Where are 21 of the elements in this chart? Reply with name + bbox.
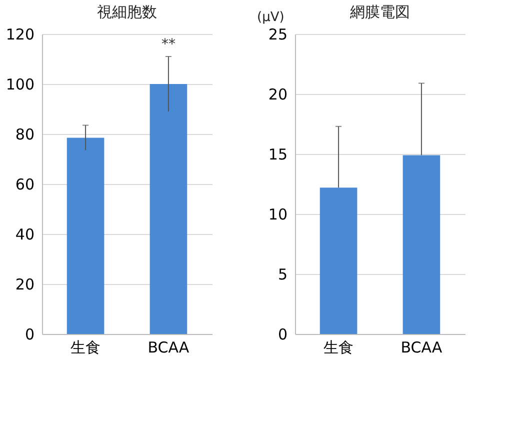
x-tick-label: 生食	[70, 338, 101, 356]
y-tick-label: 100	[6, 76, 34, 94]
y-tick-label: 40	[15, 226, 34, 244]
y-tick-label: 25	[268, 26, 288, 44]
x-tick-label: BCAA	[400, 338, 443, 356]
annotation: **	[161, 36, 176, 52]
y-axis-title: (μV)	[257, 10, 284, 25]
x-tick-label: BCAA	[148, 338, 190, 356]
y-tick-label: 20	[15, 276, 34, 294]
y-tick-label: 120	[6, 26, 34, 44]
y-tick-label: 80	[15, 126, 34, 144]
y-tick-label: 10	[268, 206, 288, 224]
y-tick-label: 15	[268, 146, 288, 164]
y-tick-label: 0	[278, 326, 288, 344]
chart-title: 網膜電図	[349, 3, 410, 21]
y-tick-label: 60	[15, 176, 34, 194]
y-tick-label: 20	[268, 86, 288, 104]
y-tick-label: 5	[278, 266, 288, 284]
y-tick-label: 0	[24, 326, 34, 344]
chart-title: 視細胞数	[97, 3, 157, 21]
x-tick-label: 生食	[324, 338, 354, 356]
